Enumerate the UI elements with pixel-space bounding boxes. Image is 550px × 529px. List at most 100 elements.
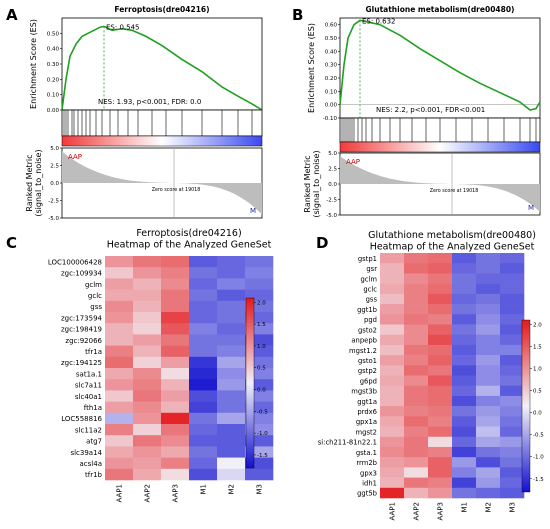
panel-c-heat-cell (133, 435, 162, 447)
panel-d-row-label: gsta.1 (356, 449, 377, 457)
panel-c-heat-cell (245, 457, 274, 470)
panel-c-col-label: M2 (228, 484, 236, 495)
panel-c-heat-cell (245, 356, 274, 369)
panel-d-heat-cell (476, 416, 501, 427)
panel-c-colorbar-label: 1.0 (257, 344, 266, 350)
panel-d-heat-cell (476, 283, 501, 295)
panel-a-metric-tick-label: -2.5 (48, 199, 59, 205)
panel-c-heat-cell (245, 256, 274, 268)
panel-c-col-label: M3 (256, 484, 264, 495)
panel-d-heat-cell (380, 365, 405, 376)
panel-c-heat-cell (161, 345, 190, 358)
panel-a-label-m: M (250, 207, 256, 215)
panel-c-heat-cell (245, 289, 274, 302)
panel-d-heat-cell (404, 385, 429, 397)
panel-d-col-label: M1 (461, 502, 469, 513)
panel-c-heat-cell (189, 334, 218, 346)
panel-d-heat-cell (476, 375, 501, 387)
panel-d-heat-cell (500, 477, 525, 489)
panel-a-ytick-label: 0.30 (47, 62, 60, 68)
panel-c-heat-cell (161, 267, 190, 279)
panel-c-row-label: tfr1a (85, 348, 102, 356)
panel-d-heat-cell (476, 467, 501, 478)
panel-c-heat-cell (161, 300, 190, 313)
panel-d-heat-cell (500, 355, 525, 366)
panel-c-heat-cell (189, 457, 218, 470)
panel-a-ylabel: Enrichment Score (ES) (29, 19, 38, 109)
panel-c-heat-cell (161, 278, 190, 290)
panel-d-heat-cell (452, 416, 477, 427)
panel-c-heat-cell (189, 468, 218, 481)
panel-d-row-label: prdx6 (357, 408, 377, 416)
panel-b-ytick-label: -0.10 (323, 116, 338, 122)
panel-d-heat-cell (500, 457, 525, 468)
panel-d-heat-cell (380, 477, 405, 489)
panel-d-row-label: gclm (360, 275, 377, 283)
panel-d-colorbar (521, 319, 531, 493)
panel-d-row-label: gsto1 (358, 357, 377, 365)
panel-d-colorbar-label: -1.0 (533, 455, 544, 461)
panel-a-rank-gradient-bar (61, 135, 263, 147)
panel-d-heat-cell (380, 395, 405, 407)
panel-d-heat-cell (476, 446, 501, 458)
panel-c-row-label: zgc:109934 (61, 270, 103, 278)
panel-b-zero-score-label: Zero score at 19018 (430, 188, 479, 194)
panel-b-metric-tick-label: -5.0 (326, 213, 337, 219)
panel-c-heat-cell (217, 412, 246, 425)
panel-a-zero-score-label: Zero score at 19018 (152, 187, 201, 193)
panel-c-heat-cell (245, 468, 274, 481)
panel-d-row-label: rrm2b (356, 459, 377, 467)
panel-d-heat-cell (404, 457, 429, 468)
panel-c-heat-cell (217, 401, 246, 414)
panel-c-heat-cell (133, 289, 162, 302)
panel-a-metric-tick-label: 0.0 (50, 181, 59, 187)
panel-c-heat-cell (105, 468, 134, 481)
panel-c-heat-cell (105, 424, 134, 436)
panel-c-heat-cell (217, 278, 246, 290)
panel-c-heat-cell (105, 390, 134, 402)
panel-c-heat-cell (189, 312, 218, 324)
panel-d-heat-cell (452, 355, 477, 366)
panel-d-heat-cell (476, 324, 501, 335)
panel-d-col-label: M3 (509, 502, 517, 513)
panel-d-heat-cell (404, 426, 429, 438)
panel-c-heat-cell (245, 379, 274, 391)
panel-d-heat-cell (452, 334, 477, 346)
panel-c-title-line2: Heatmap of the Analyzed GeneSet (107, 240, 272, 251)
panel-b-group: B Glutathione metabolism(dre00480) 0.60 0.5… (292, 5, 541, 219)
panel-d-heat-cell (452, 344, 477, 356)
panel-c-heat-cell (217, 289, 246, 302)
panel-b-es-curve (339, 19, 541, 111)
panel-d-label: D (316, 234, 328, 252)
panel-a-metric-ylabel-line2: (signal_to_noise) (34, 149, 43, 216)
panel-c-row-label: fth1a (84, 404, 102, 412)
panel-d-heat-cell (404, 365, 429, 376)
panel-d-heat-cell (428, 365, 453, 376)
panel-d-title-line2: Heatmap of the Analyzed GeneSet (370, 242, 535, 253)
panel-c-row-label: acsl4a (80, 460, 102, 468)
panel-c-heat-cell (217, 356, 246, 369)
panel-c-heat-cell (161, 256, 190, 268)
panel-b-rank-gradient-bar (339, 141, 541, 153)
panel-d-heat-cell (452, 273, 477, 284)
panel-a-es-label: ES: 0.545 (106, 23, 140, 31)
panel-d-colorbar-label: 1.5 (533, 344, 542, 350)
panel-d-heat-cell (428, 467, 453, 478)
panel-a-metric-ylabel-line1: Ranked Metric (25, 154, 34, 211)
panel-d-group: D Glutathione metabolism(dre00480)Heatmap… (316, 230, 544, 520)
panel-d-heat-cell (452, 395, 477, 407)
panel-c-heat-cell (105, 379, 134, 391)
panel-d-heat-cell (404, 334, 429, 346)
panel-d-heat-cell (428, 446, 453, 458)
panel-c-colorbar-label: -0.5 (257, 409, 268, 415)
panel-d-heat-cell (404, 324, 429, 335)
panel-c-heat-cell (245, 446, 274, 458)
panel-c-heat-cell (245, 390, 274, 402)
panel-b-ylabel: Enrichment Score (ES) (307, 23, 316, 113)
panel-d-heat-cell (500, 283, 525, 295)
panel-d-heat-cell (428, 426, 453, 438)
panel-d-heat-cell (476, 406, 501, 417)
panel-d-heat-cell (428, 324, 453, 335)
panel-d-heat-cell (452, 365, 477, 376)
panel-c-heat-cell (105, 356, 134, 369)
